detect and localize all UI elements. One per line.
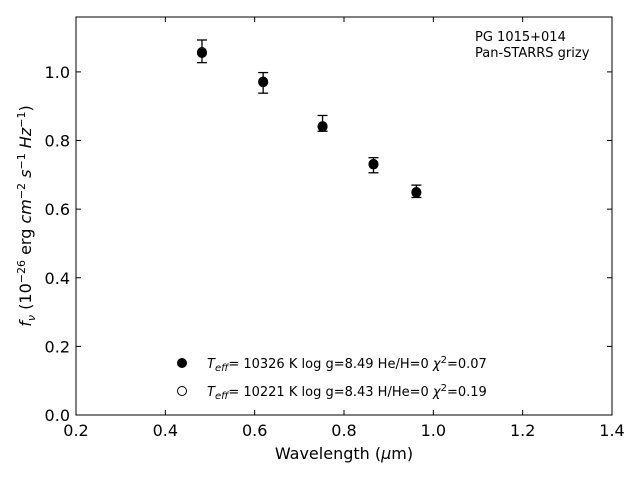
legend: Teff= 10326 K log g=8.49 He/H=0 χ2=0.07 … — [177, 355, 487, 402]
model-point-filled — [411, 187, 422, 198]
y-tick-label: 0.0 — [45, 406, 70, 425]
ticks: 0.2 0.4 0.6 0.8 1.0 1.2 1.40.00.20.40.60.81.0 — [45, 17, 625, 440]
x-axis-label: Wavelength (μm) — [275, 444, 413, 463]
annotation-line-2: Pan-STARRS grizy — [475, 46, 590, 61]
x-tick-label: 1.4 — [599, 421, 624, 440]
x-tick-label: 0.8 — [331, 421, 356, 440]
y-tick-label: 0.2 — [45, 337, 70, 356]
y-tick-label: 0.4 — [45, 269, 70, 288]
model-point-filled — [196, 48, 207, 59]
legend-entry-1: Teff= 10326 K log g=8.49 He/H=0 χ2=0.07 — [207, 355, 487, 374]
legend-marker-open — [177, 386, 187, 396]
model-point-filled — [317, 121, 328, 132]
legend-entry-2: Teff= 10221 K log g=8.43 H/He=0 χ2=0.19 — [207, 383, 487, 402]
x-tick-label: 1.0 — [421, 421, 446, 440]
plot-frame — [75, 16, 613, 416]
y-tick-label: 0.8 — [45, 132, 70, 151]
x-tick-label: 0.4 — [153, 421, 178, 440]
x-tick-label: 0.6 — [242, 421, 267, 440]
legend-marker-filled — [177, 358, 187, 368]
data-marks — [196, 39, 422, 199]
y-axis-label: fν (10−26 erg cm−2 s−1 Hz−1) — [15, 105, 38, 326]
annotation-line-1: PG 1015+014 — [475, 30, 566, 45]
x-tick-label: 1.2 — [510, 421, 535, 440]
model-point-filled — [368, 158, 379, 169]
y-tick-label: 0.6 — [45, 200, 70, 219]
x-tick-label: 0.2 — [63, 421, 88, 440]
model-point-filled — [258, 76, 269, 87]
y-tick-label: 1.0 — [45, 63, 70, 82]
